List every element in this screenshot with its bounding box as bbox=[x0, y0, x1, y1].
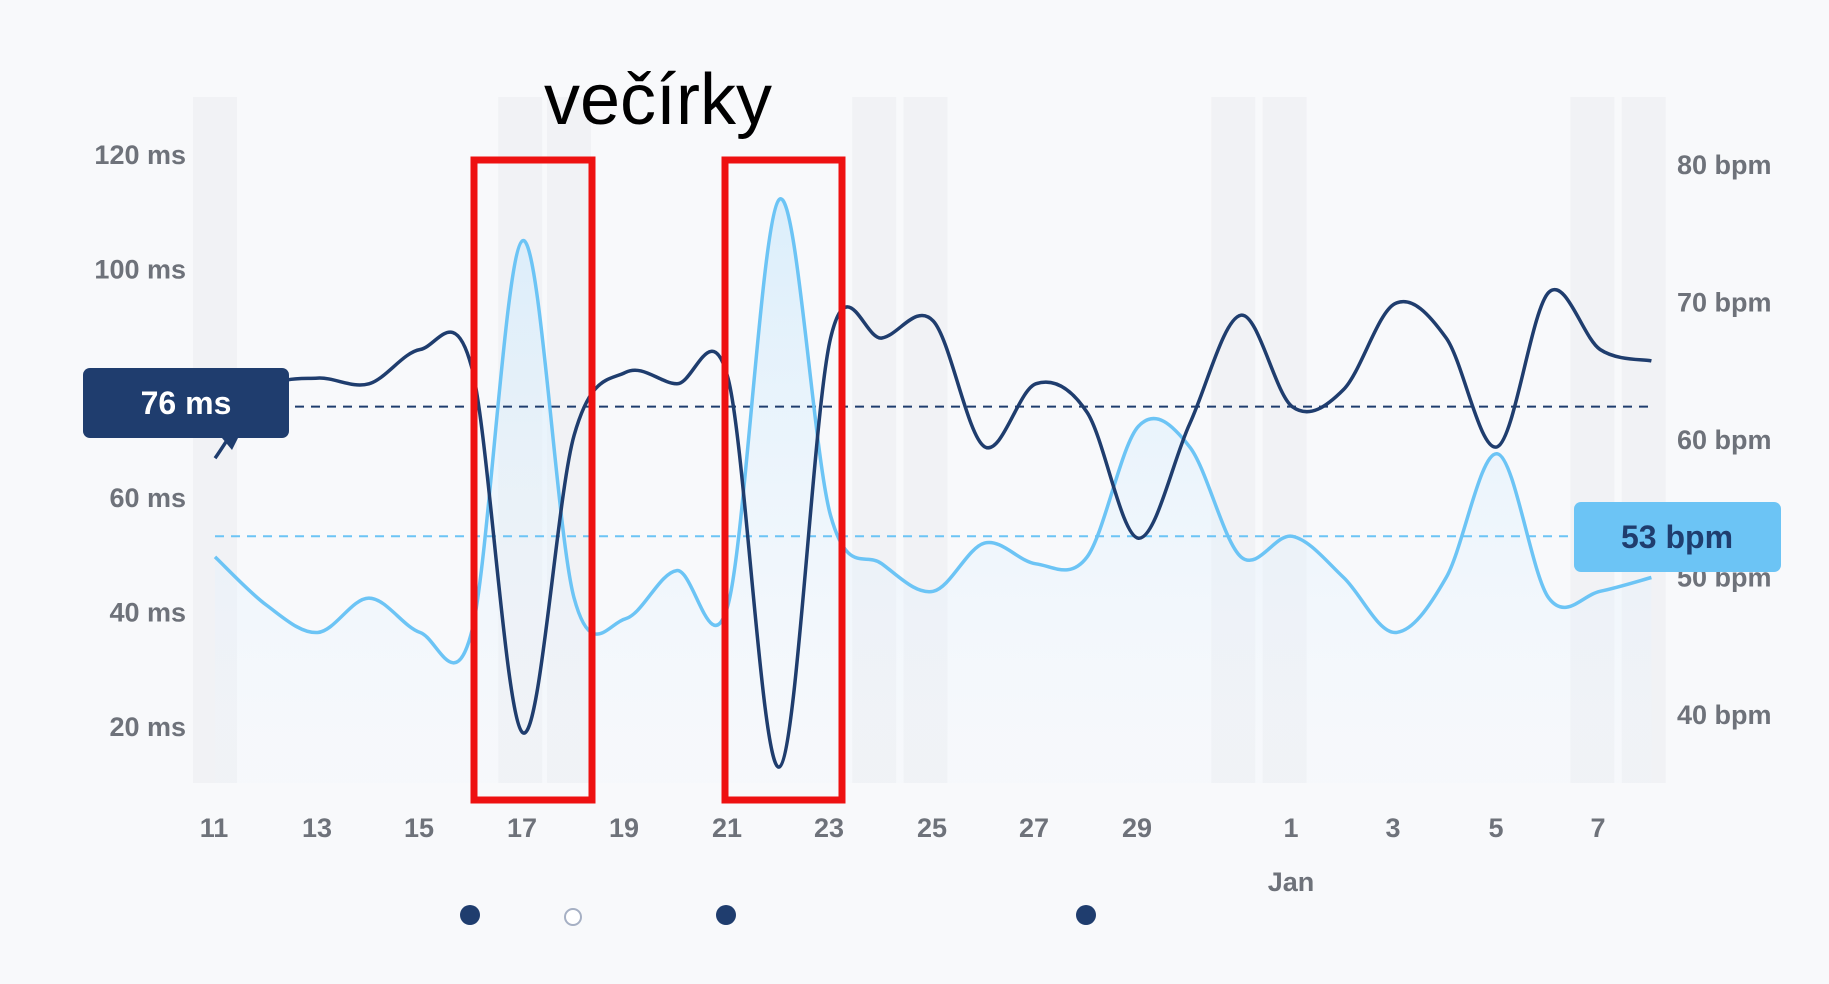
y-right-tick-label: 70 bpm bbox=[1677, 288, 1772, 318]
x-tick-label: 21 bbox=[712, 813, 742, 843]
hrv-average-label: 76 ms bbox=[141, 385, 232, 421]
x-tick-label: 25 bbox=[917, 813, 947, 843]
x-tick-label: 5 bbox=[1488, 813, 1503, 843]
y-right-tick-label: 60 bpm bbox=[1677, 425, 1772, 455]
x-tick-label: 27 bbox=[1019, 813, 1049, 843]
page-dot bbox=[1076, 905, 1096, 925]
x-tick-label: 7 bbox=[1590, 813, 1605, 843]
page-dot bbox=[716, 905, 736, 925]
pagination-dots bbox=[460, 905, 1096, 925]
x-tick-label: 11 bbox=[200, 813, 229, 843]
y-left-tick-label: 60 ms bbox=[109, 483, 186, 513]
x-tick-label: 19 bbox=[609, 813, 639, 843]
y-left-tick-label: 20 ms bbox=[109, 712, 186, 742]
y-left-tick-label: 100 ms bbox=[94, 254, 186, 284]
x-tick-label: 29 bbox=[1122, 813, 1152, 843]
y-right-tick-label: 80 bpm bbox=[1677, 150, 1772, 180]
x-tick-label: 17 bbox=[507, 813, 537, 843]
x-tick-label: 23 bbox=[814, 813, 844, 843]
x-month-label: Jan bbox=[1268, 867, 1315, 897]
page-dot-inactive bbox=[565, 909, 581, 925]
y-right-tick-label: 40 bpm bbox=[1677, 700, 1772, 730]
y-left-tick-label: 120 ms bbox=[94, 140, 186, 170]
heart-rate-average-label: 53 bpm bbox=[1621, 519, 1733, 555]
x-tick-label: 13 bbox=[302, 813, 332, 843]
y-left-tick-label: 40 ms bbox=[109, 598, 186, 628]
x-tick-label: 1 bbox=[1283, 813, 1298, 843]
x-tick-label: 3 bbox=[1385, 813, 1400, 843]
annotation-label: večírky bbox=[544, 60, 772, 140]
x-tick-label: 15 bbox=[404, 813, 434, 843]
page-dot bbox=[460, 905, 480, 925]
